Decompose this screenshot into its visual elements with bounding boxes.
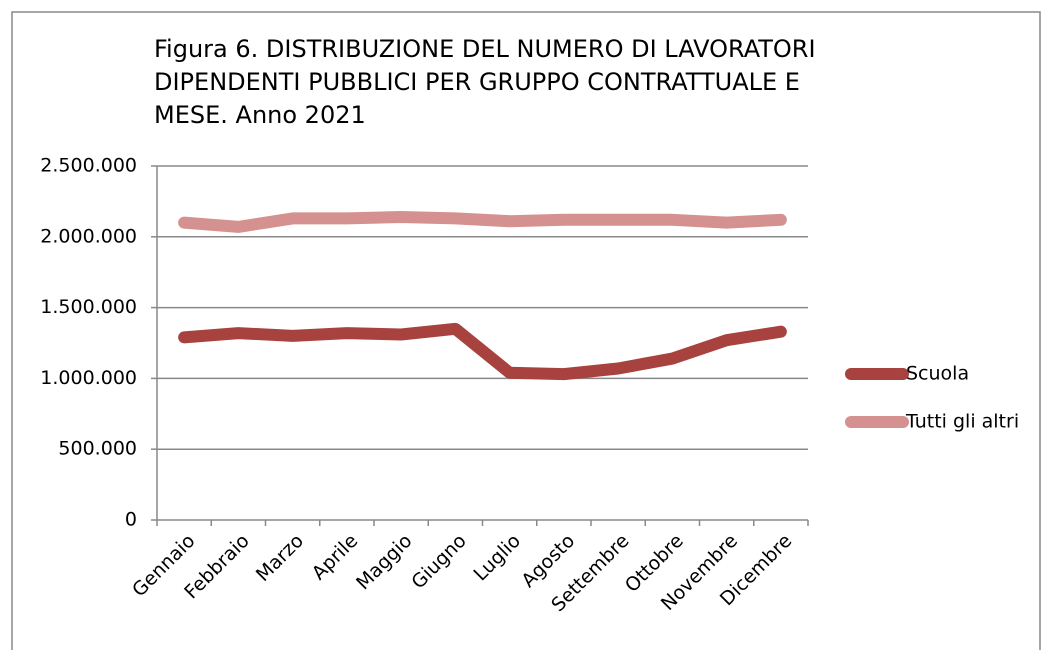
chart-title: MESE. Anno 2021 [154,101,366,129]
y-tick-label: 0 [125,509,137,531]
series-line [178,322,787,381]
frame [11,11,1041,650]
series-line [178,210,787,233]
y-tick-label: 2.500.000 [40,155,137,177]
x-tick-label: Giugno [407,530,470,593]
legend-label: Tutti gli altri [905,411,1019,433]
y-tick-label: 2.000.000 [40,225,137,247]
chart-title: Figura 6. DISTRIBUZIONE DEL NUMERO DI LA… [154,35,816,63]
y-tick-label: 1.500.000 [40,296,137,318]
x-tick-label: Marzo [252,530,308,586]
chart-title: DIPENDENTI PUBBLICI PER GRUPPO CONTRATTU… [154,68,800,96]
y-tick-label: 500.000 [58,438,137,460]
y-tick-label: 1.000.000 [40,367,137,389]
legend-label: Scuola [906,363,969,385]
x-tick-label: Maggio [352,530,416,594]
